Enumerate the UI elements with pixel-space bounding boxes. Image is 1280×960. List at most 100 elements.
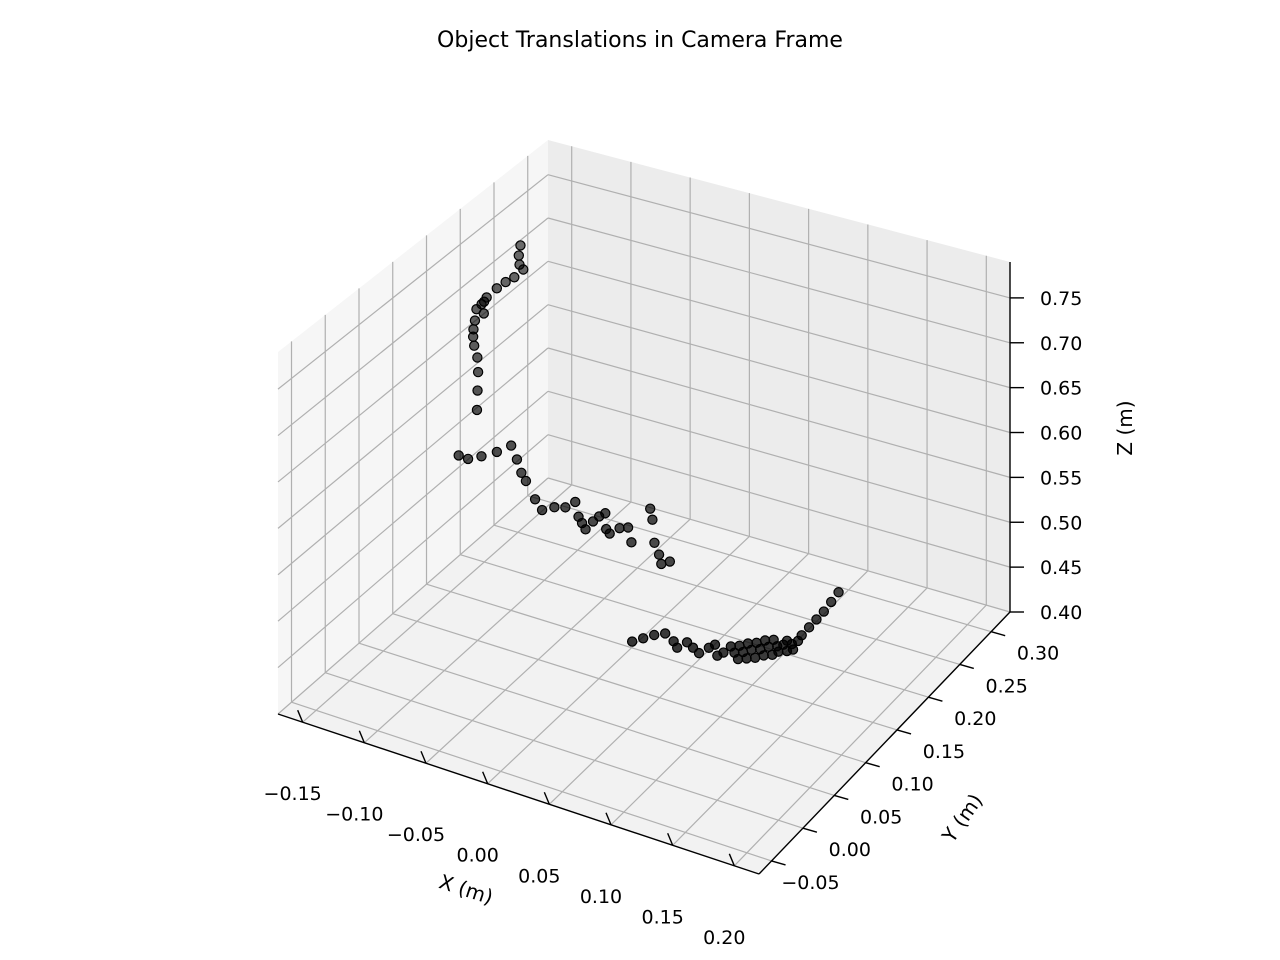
x-tick	[728, 853, 735, 867]
x-tick-label: −0.10	[325, 804, 383, 826]
data-point	[536, 504, 548, 516]
data-point	[664, 556, 676, 567]
data-point	[478, 296, 490, 307]
data-point	[500, 276, 511, 288]
data-point	[622, 522, 634, 533]
grid-line-z	[277, 304, 549, 529]
chart-title: Object Translations in Camera Frame	[437, 28, 843, 53]
data-point	[653, 549, 665, 560]
grid-line-z	[277, 174, 549, 390]
data-point	[580, 524, 591, 535]
data-point	[462, 453, 474, 465]
data-point	[637, 633, 649, 644]
data-point	[749, 652, 761, 663]
x-tick-label: 0.15	[642, 906, 684, 928]
grid-line-z	[277, 477, 549, 715]
data-point	[520, 475, 532, 487]
data-point	[825, 596, 837, 608]
data-point	[626, 537, 637, 548]
data-point	[515, 240, 526, 251]
data-point	[626, 636, 638, 647]
x-axis-line	[277, 713, 760, 875]
grid-line-x	[363, 501, 632, 744]
grid-line-z	[547, 434, 1011, 568]
grid-line-z	[277, 260, 549, 483]
grid-line-y	[493, 524, 960, 665]
grid-line-x	[425, 518, 691, 764]
grid-line-z	[547, 260, 1011, 389]
grid-line-y	[460, 554, 929, 698]
x-tick	[482, 771, 489, 785]
data-point	[718, 647, 729, 658]
data-point	[811, 614, 822, 625]
y-tick-label: 0.20	[954, 708, 996, 730]
data-point	[472, 366, 484, 378]
data-point	[709, 639, 721, 650]
pane-back	[548, 140, 1010, 612]
data-point	[491, 446, 503, 458]
grid-line-z	[277, 347, 549, 576]
data-point	[469, 315, 481, 326]
y-axis-label: Y (m)	[936, 789, 987, 848]
grid-line-x	[487, 535, 750, 785]
data-point	[529, 494, 541, 505]
tick-marks	[297, 297, 1024, 867]
data-point	[741, 653, 752, 664]
axis-panes	[278, 140, 1010, 874]
grid-line-z	[277, 217, 549, 437]
y-tick-label: 0.10	[891, 774, 933, 796]
y-tick-label: 0.15	[923, 741, 965, 763]
data-point	[472, 385, 483, 396]
z-tick-label: 0.65	[1040, 378, 1082, 400]
data-point	[471, 404, 483, 416]
data-point	[509, 272, 520, 283]
grid-line-x	[733, 604, 987, 867]
x-tick-label: 0.20	[703, 927, 745, 949]
grid-line-z	[547, 174, 1011, 299]
data-point	[693, 647, 705, 659]
y-tick-label: 0.00	[829, 839, 871, 861]
data-point	[491, 283, 503, 294]
grid-line-y	[291, 701, 772, 862]
z-tick-label: 0.50	[1040, 512, 1082, 534]
data-point	[647, 514, 658, 525]
x-tick	[543, 791, 550, 805]
y-tick	[834, 794, 849, 801]
data-point	[648, 629, 660, 641]
data-point	[671, 642, 683, 653]
grid-line-y	[325, 672, 804, 829]
grid-line-y	[426, 583, 898, 731]
data-point	[468, 340, 480, 351]
x-tick-label: −0.05	[387, 824, 445, 846]
x-tick	[605, 812, 612, 826]
data-point	[758, 650, 769, 661]
data-point	[560, 502, 571, 513]
grid-line-z	[277, 390, 549, 622]
y-tick	[896, 729, 912, 735]
data-point	[600, 508, 611, 519]
data-point	[516, 467, 527, 478]
grid-line-z	[547, 390, 1011, 523]
data-point	[818, 606, 830, 617]
data-point	[476, 451, 487, 462]
y-tick	[865, 761, 880, 768]
grid-line-z	[277, 434, 549, 669]
data-point	[803, 622, 815, 633]
y-tick-label: 0.05	[860, 806, 902, 828]
data-point	[472, 352, 483, 363]
x-axis-label: X (m)	[436, 869, 496, 909]
y-tick-label: −0.05	[781, 872, 839, 894]
z-tick-label: 0.70	[1040, 333, 1082, 355]
data-points	[453, 240, 844, 665]
y-tick-label: 0.25	[985, 675, 1027, 697]
data-point	[513, 250, 525, 261]
y-tick	[928, 696, 943, 702]
x-tick	[297, 709, 304, 723]
pane-left	[278, 140, 548, 714]
y-tick	[990, 630, 1006, 637]
data-point	[796, 630, 807, 641]
data-point	[518, 264, 529, 275]
grid-line-x	[548, 553, 810, 805]
data-point	[549, 502, 560, 513]
